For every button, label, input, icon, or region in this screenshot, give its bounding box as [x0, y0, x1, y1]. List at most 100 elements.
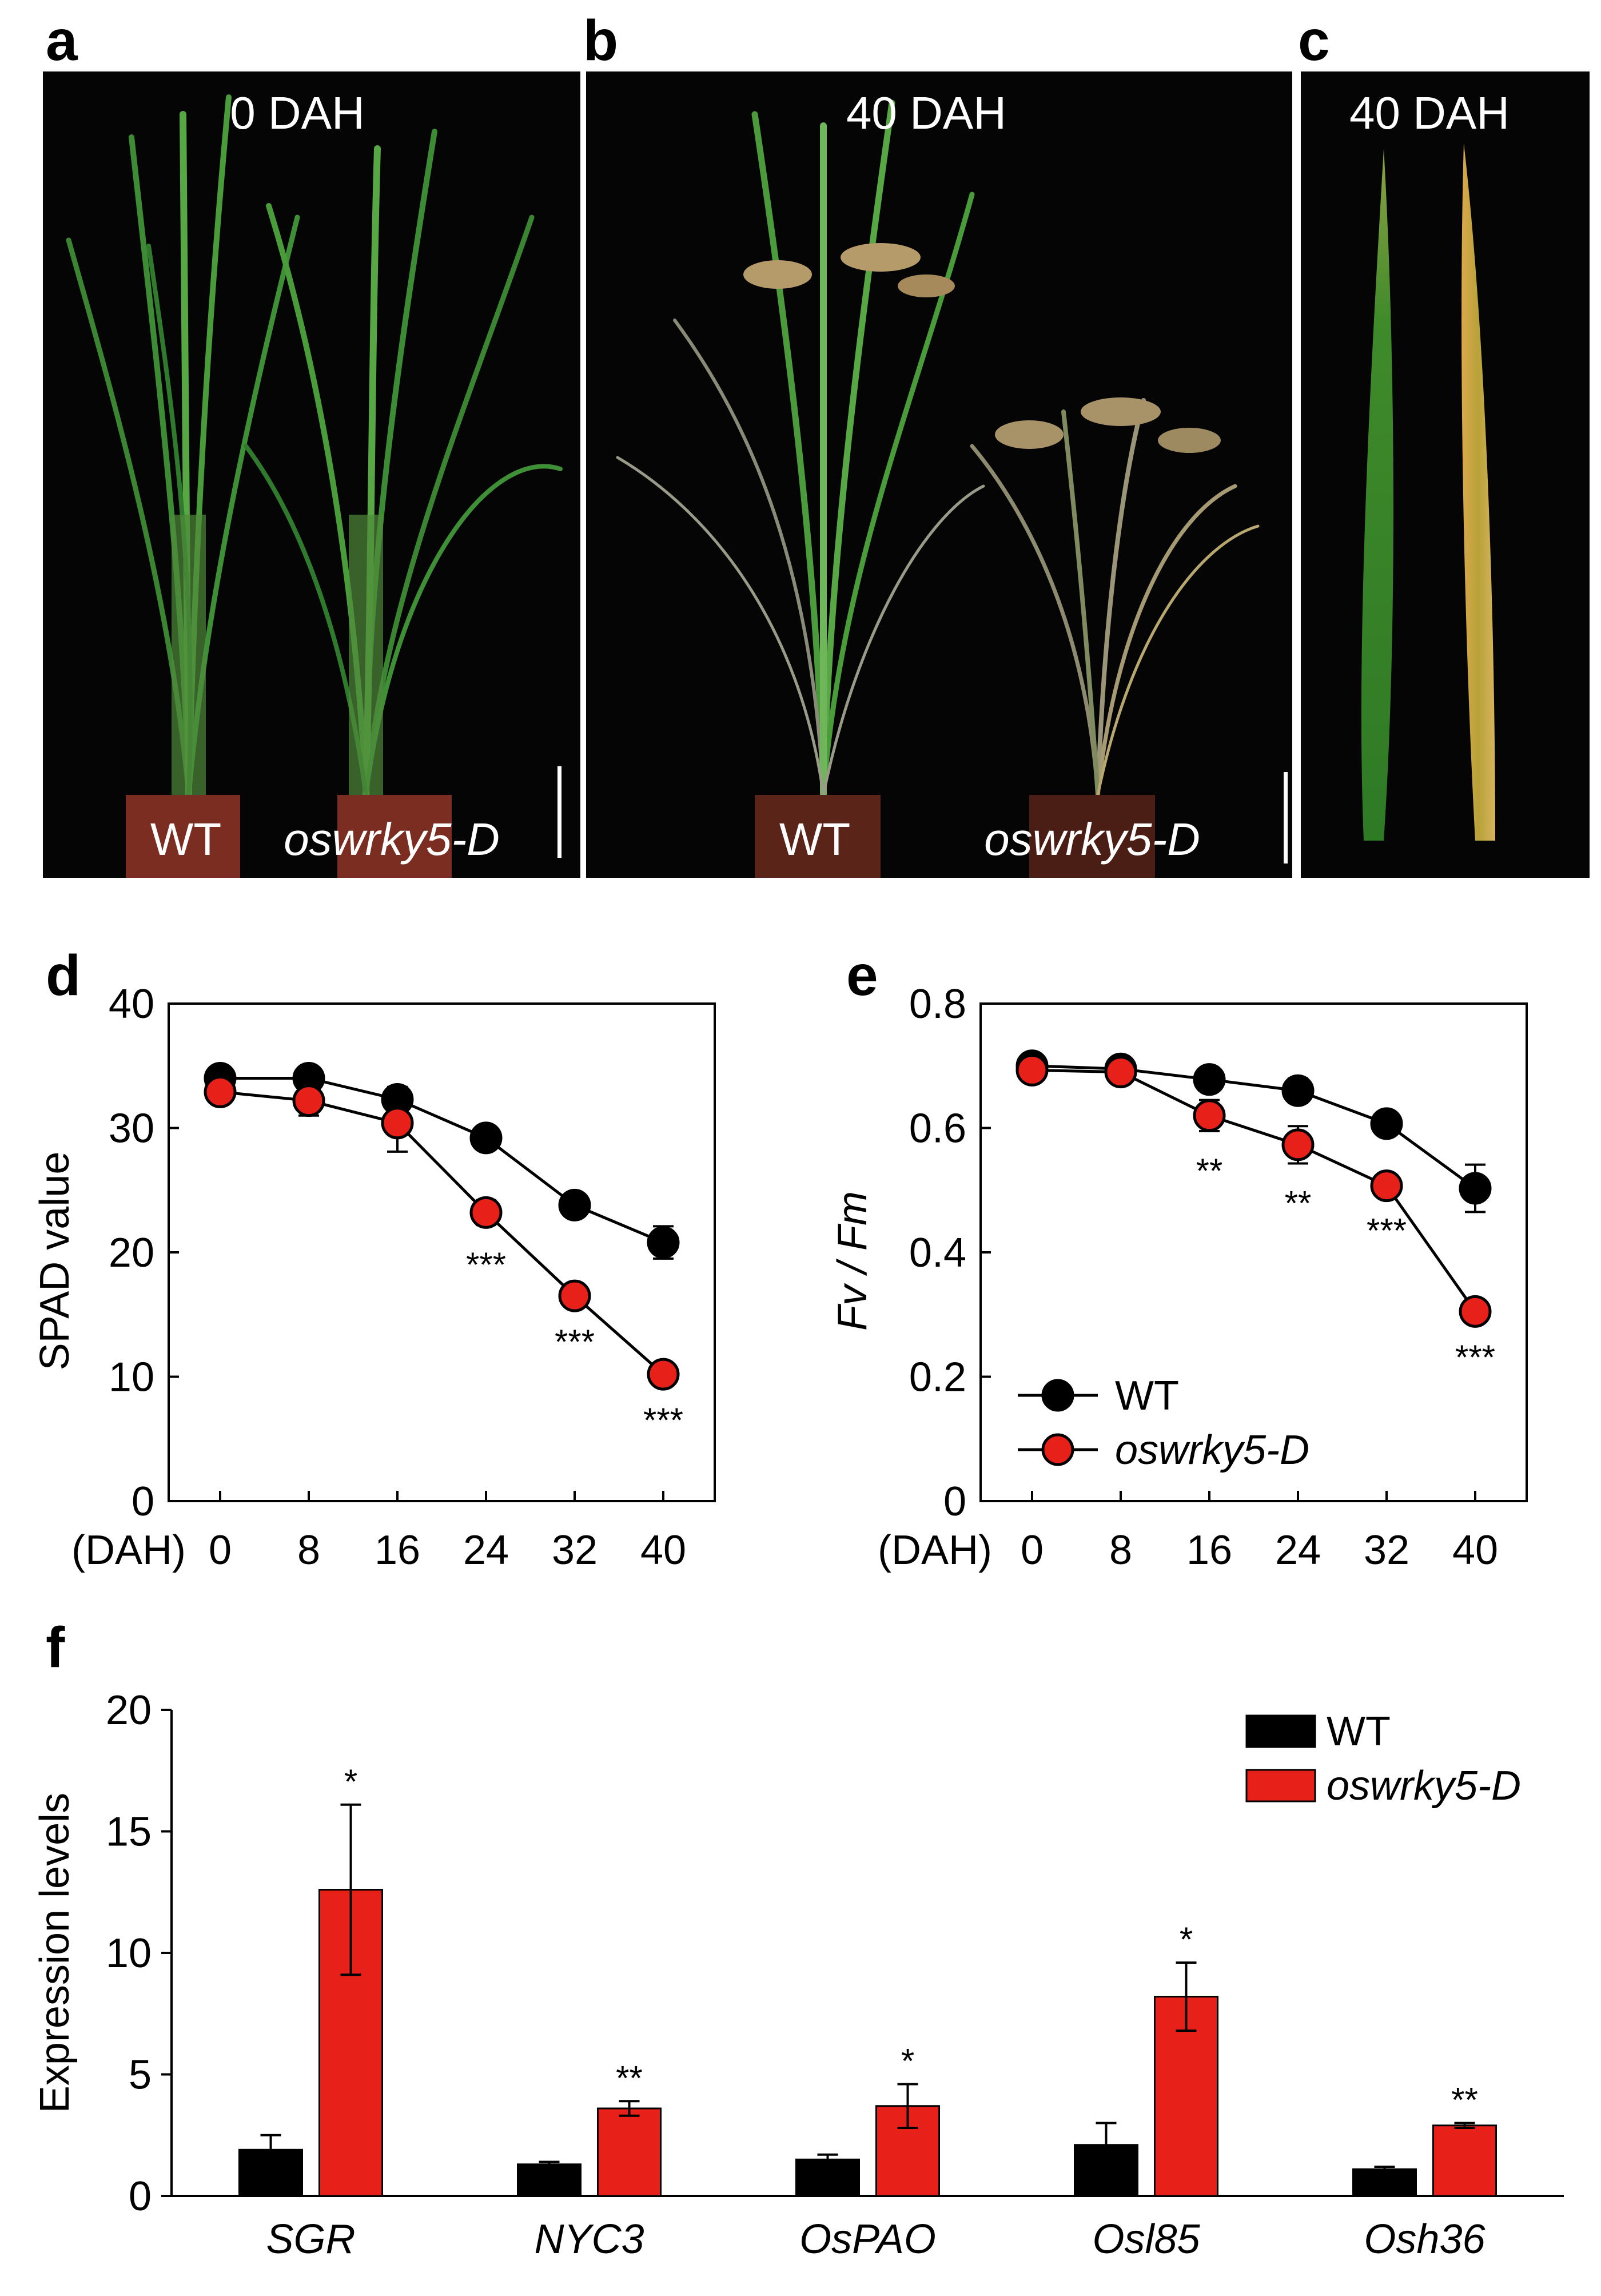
chart-e-legend: WT oswrky5-D	[1018, 1373, 1309, 1473]
significance-mark: ***	[1455, 1338, 1495, 1376]
y-tick-label: 40	[109, 981, 154, 1027]
data-point	[381, 1107, 414, 1140]
panel-letter-b: b	[583, 9, 618, 73]
photo-b-time-label: 40 DAH	[846, 87, 1006, 138]
chart-d: d SPAD value (DAH) 0 10 20 30 40 0 8 16 24 32 40 *…	[32, 944, 716, 1573]
bar	[597, 2107, 662, 2197]
significance-mark: *	[901, 2042, 914, 2080]
panel-letter-e: e	[846, 944, 878, 1008]
significance-mark: ***	[555, 1323, 595, 1361]
chart-d-x-axis-title: (DAH)	[71, 1527, 186, 1573]
scale-bar-a	[557, 766, 561, 858]
chart-d-axes: 0 10 20 30 40 0 8 16 24 32 40	[109, 981, 716, 1573]
photo-a-wt-label: WT	[150, 814, 221, 865]
bar	[1432, 2124, 1497, 2197]
chart-e-x-axis-title: (DAH)	[878, 1527, 992, 1573]
bar	[1352, 2168, 1417, 2197]
x-tick-label: 0	[1021, 1527, 1044, 1573]
chart-e-axes: 0 0.2 0.4 0.6 0.8 0 8 16 24 32 40	[909, 981, 1528, 1573]
legend-e-wt-marker	[1041, 1379, 1074, 1412]
category-label: OsPAO	[799, 2217, 936, 2262]
photo-b-mutant-label: oswrky5-D	[984, 814, 1200, 865]
leaf-wt	[1361, 149, 1393, 841]
data-point	[1370, 1169, 1403, 1203]
x-tick-label: 8	[297, 1527, 320, 1573]
y-tick-label: 10	[106, 1931, 152, 1976]
pot-wt-40dah	[755, 795, 881, 878]
significance-mark: ***	[643, 1401, 683, 1439]
x-tick-label: 16	[375, 1527, 420, 1573]
pot-wt-0dah	[126, 795, 240, 878]
chart-e-marks: **********	[1015, 1049, 1495, 1376]
data-point	[1459, 1295, 1492, 1328]
data-point	[1015, 1053, 1049, 1087]
chart-f-y-axis-title: Expression levels	[32, 1793, 78, 2113]
category-label: Osh36	[1364, 2217, 1485, 2262]
x-tick-label: 40	[1452, 1527, 1498, 1573]
photo-a-mutant-label: oswrky5-D	[284, 814, 500, 865]
y-tick-label: 20	[109, 1230, 154, 1276]
photo-c-time-label: 40 DAH	[1349, 87, 1510, 138]
legend-e-mutant-marker	[1041, 1433, 1074, 1466]
panel-letter-c: c	[1298, 9, 1330, 73]
data-point	[1104, 1056, 1137, 1089]
data-point	[1459, 1172, 1492, 1205]
data-point	[1193, 1099, 1226, 1132]
data-point	[204, 1075, 237, 1108]
significance-mark: *	[1180, 1920, 1193, 1959]
legend-e-wt-label: WT	[1115, 1373, 1179, 1419]
y-tick-label: 0	[129, 2174, 152, 2219]
chart-f-axes: 0 5 10 15 20 SGR NYC3 OsPAO Osl85 Osh36	[106, 1688, 1564, 2262]
series-line	[220, 1090, 664, 1376]
photo-a-background	[43, 71, 580, 878]
x-tick-label: 32	[1364, 1527, 1409, 1573]
x-tick-label: 40	[640, 1527, 686, 1573]
series-line	[1032, 1064, 1476, 1190]
chart-f-legend: WT oswrky5-D	[1245, 1709, 1521, 1809]
y-tick-label: 0.4	[909, 1230, 966, 1276]
significance-mark: ***	[1367, 1211, 1407, 1250]
series-line	[220, 1077, 664, 1244]
bar	[795, 2158, 860, 2197]
data-point	[647, 1226, 680, 1259]
data-point	[1370, 1107, 1403, 1140]
plant-illustration-wt-40dah	[616, 100, 985, 798]
panel-letter-f: f	[46, 1615, 65, 1680]
y-tick-label: 5	[129, 2052, 152, 2098]
scale-bar-b	[1284, 772, 1288, 864]
data-point	[558, 1188, 591, 1221]
bar	[517, 2163, 582, 2197]
y-tick-label: 0.6	[909, 1106, 966, 1152]
y-tick-label: 10	[109, 1355, 154, 1400]
photo-b-background	[586, 71, 1292, 878]
data-point	[1281, 1074, 1315, 1107]
panel-letter-d: d	[46, 944, 81, 1008]
panel-letter-a: a	[46, 9, 78, 73]
significance-mark: **	[1451, 2081, 1478, 2119]
x-tick-label: 24	[1275, 1527, 1321, 1573]
y-tick-label: 0.8	[909, 981, 966, 1027]
x-tick-label: 0	[209, 1527, 232, 1573]
data-point	[1281, 1128, 1315, 1161]
data-point	[469, 1196, 503, 1229]
pot-mutant-0dah	[337, 795, 452, 878]
plant-illustration-mutant-0dah	[244, 129, 563, 798]
legend-f-wt-label: WT	[1327, 1709, 1391, 1754]
legend-f-wt-swatch	[1245, 1714, 1316, 1748]
chart-f-marks: *** ****	[238, 1762, 1497, 2197]
data-point	[1193, 1063, 1226, 1096]
y-tick-label: 30	[109, 1106, 154, 1152]
series-line	[1032, 1068, 1477, 1312]
chart-e-frame	[979, 1002, 1528, 1502]
y-tick-label: 0.2	[909, 1355, 966, 1400]
legend-e-mutant-label: oswrky5-D	[1115, 1427, 1309, 1473]
plant-illustration-mutant-40dah	[970, 397, 1260, 797]
significance-mark: **	[1196, 1152, 1223, 1190]
x-tick-label: 32	[552, 1527, 598, 1573]
x-tick-label: 24	[463, 1527, 509, 1573]
y-tick-label: 15	[106, 1809, 152, 1855]
y-tick-label: 0	[943, 1479, 966, 1525]
photo-c-background	[1301, 71, 1590, 878]
data-point	[558, 1279, 591, 1312]
